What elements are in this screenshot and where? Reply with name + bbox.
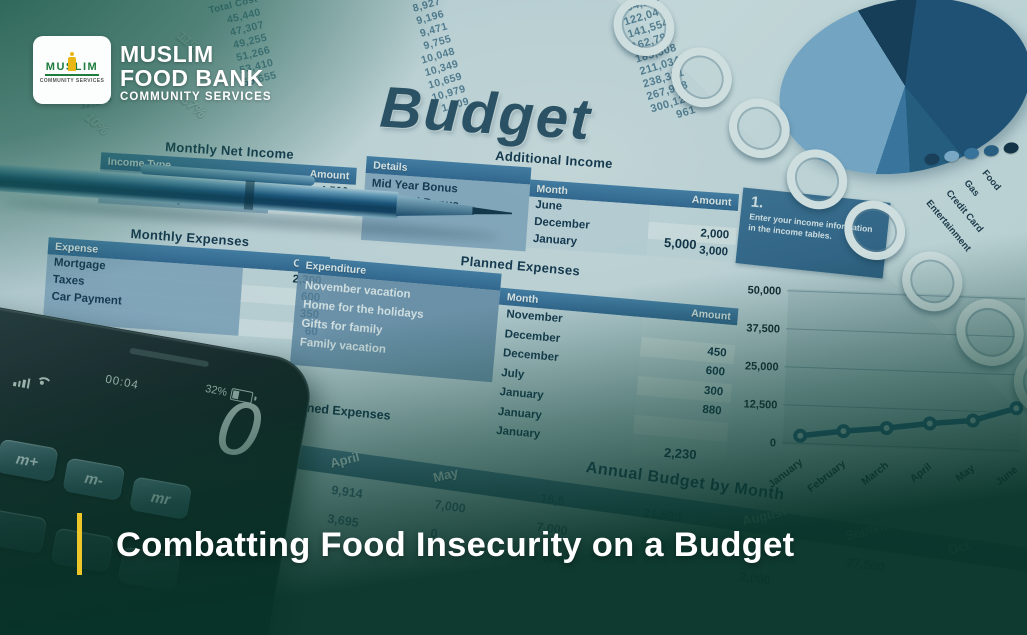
column-header: Amount [690,306,732,323]
svg-text:June: June [993,464,1020,489]
calculator-button [0,508,48,555]
phone-speaker [129,347,210,368]
pen-cone [396,195,475,221]
table-planned-expenses: Planned Expenses Expenditure November va… [285,239,741,462]
column-header: Amount [691,193,732,209]
annual-month-header: Oct [946,537,972,558]
wordmark-line: MUSLIM [120,41,214,67]
annual-month-header: May [431,464,460,486]
svg-text:25,000: 25,000 [745,360,779,373]
svg-text:37,500: 37,500 [746,322,780,335]
legend-dots [923,141,1020,166]
planned-expenses-total: 2,230 [663,444,698,463]
headline: Combatting Food Insecurity on a Budget [116,526,795,564]
legend-label: Gas [961,178,982,199]
memory-minus-button: m- [62,457,126,502]
legend-dot-icon [983,144,1000,158]
additional-income-total: 5,000 [663,234,698,253]
svg-text:May: May [954,462,978,484]
annual-value: 27,560 [845,555,886,575]
memory-recall-button: mr [129,476,193,520]
legend-dot-icon [943,149,960,163]
svg-text:50,000: 50,000 [747,284,781,297]
annual-column: September 27,560 [826,512,944,635]
legend-dot-icon [923,152,941,166]
signal-icon [12,376,31,389]
annual-column: Oct [929,535,1027,635]
svg-text:12,500: 12,500 [743,398,777,411]
wordmark-line: FOOD BANK [120,65,264,92]
annual-month-header: April [328,449,362,471]
svg-text:April: April [908,461,934,485]
clock-time: 00:04 [104,373,140,392]
brand-logo-card: MUSLIM COMMUNITY SERVICES [33,36,111,104]
brand-wordmark: MUSLIM FOOD BANK COMMUNITY SERVICES [120,42,272,103]
legend-dot-icon [1002,141,1020,155]
svg-text:March: March [859,459,891,488]
logo-rule [45,73,99,76]
legend-label: Food [979,168,1003,193]
svg-text:January: January [766,456,805,490]
pie-slice-label: 10% [82,109,112,138]
calculator-button [50,527,115,574]
legend-dot-icon [963,147,980,160]
calculator-display: 0 [209,384,270,476]
annual-value: 2,000 [738,569,772,588]
annual-value: 9,914 [330,482,364,502]
phone-calculator: 00:04 32% 0 m+ m- mr [0,293,317,635]
minaret-icon [68,51,76,71]
svg-text:February: February [805,458,848,495]
wordmark-line: COMMUNITY SERVICES [120,91,272,104]
pen-tip [472,206,513,218]
annual-column: August 24,255 2,000 [723,503,841,624]
memory-plus-button: m+ [0,438,59,483]
svg-text:0: 0 [770,437,777,449]
annual-month-header: September [843,512,913,544]
annual-value: 16,5 [539,491,566,509]
headline-accent-bar [77,513,82,575]
logo-badge-text: COMMUNITY SERVICES [39,77,105,84]
annual-value: 7,000 [433,497,467,516]
wifi-icon [35,374,53,389]
